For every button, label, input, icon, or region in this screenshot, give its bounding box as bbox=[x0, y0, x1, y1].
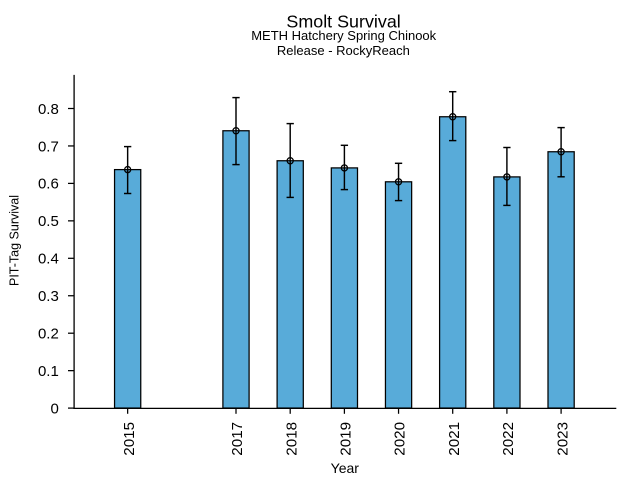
svg-text:Release - RockyReach: Release - RockyReach bbox=[277, 43, 410, 58]
svg-text:2017: 2017 bbox=[229, 422, 246, 456]
svg-text:2022: 2022 bbox=[500, 422, 517, 456]
svg-text:0.3: 0.3 bbox=[38, 288, 59, 305]
svg-text:PIT-Tag Survival: PIT-Tag Survival bbox=[8, 195, 22, 286]
svg-text:METH Hatchery Spring Chinook: METH Hatchery Spring Chinook bbox=[251, 28, 436, 43]
svg-text:0.7: 0.7 bbox=[38, 138, 59, 155]
svg-text:0.5: 0.5 bbox=[38, 213, 59, 230]
svg-text:2023: 2023 bbox=[554, 422, 571, 456]
svg-text:0: 0 bbox=[50, 400, 58, 417]
svg-text:0.1: 0.1 bbox=[38, 363, 59, 380]
svg-text:0.4: 0.4 bbox=[38, 251, 59, 268]
svg-text:0.8: 0.8 bbox=[38, 101, 59, 118]
svg-text:2018: 2018 bbox=[283, 422, 300, 456]
svg-text:0.2: 0.2 bbox=[38, 326, 59, 343]
svg-text:2019: 2019 bbox=[338, 422, 355, 456]
svg-text:Year: Year bbox=[331, 460, 360, 476]
svg-text:2015: 2015 bbox=[121, 422, 138, 456]
svg-text:0.6: 0.6 bbox=[38, 176, 59, 193]
svg-text:2020: 2020 bbox=[392, 422, 409, 456]
svg-text:Smolt Survival: Smolt Survival bbox=[286, 12, 400, 32]
svg-text:2021: 2021 bbox=[446, 422, 463, 456]
